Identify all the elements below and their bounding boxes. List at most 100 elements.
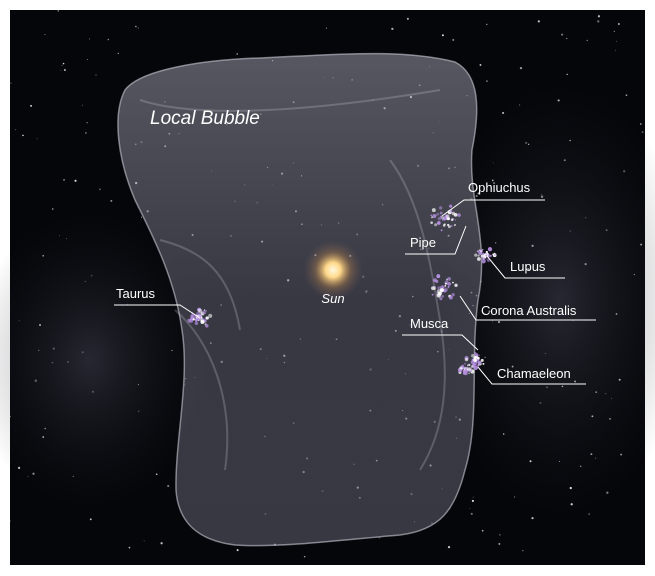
- region-label: Taurus: [116, 286, 156, 301]
- cluster-star: [449, 296, 453, 300]
- star: [30, 105, 32, 107]
- star: [110, 200, 112, 202]
- star: [9, 520, 10, 521]
- cluster-star: [448, 286, 450, 288]
- cluster-star: [464, 370, 467, 373]
- star: [587, 40, 588, 41]
- cluster-star: [484, 357, 485, 358]
- star: [482, 530, 484, 532]
- star: [326, 28, 327, 29]
- star: [85, 132, 86, 133]
- star: [237, 549, 239, 551]
- star: [615, 50, 616, 51]
- cluster-star: [471, 354, 475, 358]
- star: [566, 74, 567, 75]
- star: [486, 80, 487, 81]
- cluster-star: [464, 363, 466, 365]
- star: [138, 27, 139, 28]
- sun-label: Sun: [321, 291, 344, 306]
- star: [480, 64, 482, 66]
- cluster-star: [459, 367, 462, 370]
- cluster-star: [432, 208, 436, 212]
- star: [566, 38, 567, 39]
- star: [95, 74, 96, 75]
- cluster-star: [432, 214, 436, 218]
- cluster-star: [486, 251, 488, 253]
- cluster-star: [202, 318, 204, 320]
- cluster-star: [431, 216, 433, 218]
- cluster-star: [433, 278, 437, 282]
- star: [391, 28, 393, 30]
- cluster-star: [451, 218, 454, 221]
- cluster-star: [482, 249, 483, 250]
- star: [407, 18, 409, 20]
- star: [22, 135, 24, 137]
- region-label: Corona Australis: [481, 303, 577, 318]
- cluster-star: [437, 221, 441, 225]
- cluster-star: [453, 211, 454, 212]
- bubble-title: Local Bubble: [150, 108, 260, 129]
- cluster-star: [435, 215, 436, 216]
- star: [472, 500, 474, 502]
- cluster-star: [193, 319, 195, 321]
- cluster-star: [471, 365, 474, 368]
- star: [63, 179, 65, 181]
- cluster-star: [481, 359, 484, 362]
- star: [469, 508, 470, 509]
- star: [144, 540, 145, 541]
- cluster-star: [431, 286, 435, 290]
- star: [538, 20, 540, 22]
- cluster-star: [432, 294, 434, 296]
- star: [36, 138, 37, 139]
- cluster-star: [430, 221, 433, 224]
- cluster-star: [480, 251, 481, 252]
- cluster-star: [449, 205, 452, 208]
- star: [52, 208, 54, 210]
- cluster-star: [477, 257, 481, 261]
- cluster-star: [206, 316, 209, 319]
- star: [141, 217, 142, 218]
- cluster-star: [490, 255, 492, 257]
- star: [452, 39, 454, 41]
- star: [448, 546, 450, 548]
- page: Local Bubble Sun Ophiuchus Pipe Lupus Ta…: [0, 0, 655, 576]
- cluster-star: [478, 361, 482, 365]
- cluster-star: [494, 254, 496, 256]
- cluster-star: [440, 216, 442, 218]
- star: [118, 53, 119, 54]
- star: [64, 69, 66, 71]
- cluster-star: [437, 276, 439, 278]
- cluster-star: [208, 314, 212, 318]
- star: [640, 123, 642, 125]
- cluster-star: [195, 321, 199, 325]
- cluster-star: [476, 359, 477, 360]
- cluster-star: [438, 292, 442, 296]
- cluster-star: [482, 259, 486, 263]
- star: [82, 105, 83, 106]
- star: [167, 485, 169, 487]
- cluster-star: [454, 213, 458, 217]
- cluster-star: [201, 314, 202, 315]
- cluster-star: [465, 367, 467, 369]
- star: [160, 542, 162, 544]
- illustration: Local Bubble Sun Ophiuchus Pipe Lupus Ta…: [0, 0, 655, 576]
- star: [62, 65, 63, 66]
- star: [473, 497, 474, 498]
- cluster-star: [494, 253, 496, 255]
- cluster-star: [440, 212, 443, 215]
- star: [618, 23, 620, 25]
- region-label: Lupus: [510, 259, 546, 274]
- star: [499, 534, 501, 536]
- cluster-star: [476, 355, 478, 357]
- cluster-star: [442, 219, 444, 221]
- star: [616, 41, 617, 42]
- cluster-star: [447, 277, 451, 281]
- star: [135, 26, 137, 28]
- star: [63, 63, 64, 64]
- cluster-star: [485, 255, 486, 256]
- cluster-star: [444, 223, 446, 225]
- star: [531, 517, 533, 519]
- cluster-star: [447, 282, 451, 286]
- star: [90, 518, 92, 520]
- cluster-star: [444, 285, 446, 287]
